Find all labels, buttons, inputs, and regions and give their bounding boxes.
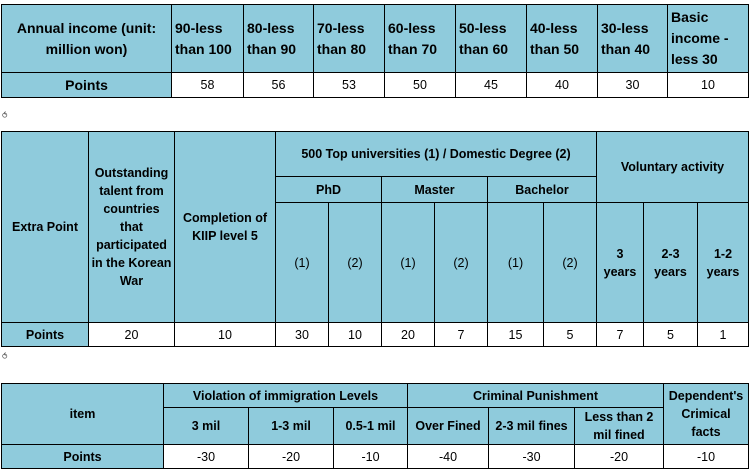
points-value: 10 xyxy=(328,322,382,347)
points-value: 20 xyxy=(88,322,175,347)
income-range: 70-less than 80 xyxy=(313,4,385,73)
points-value: -40 xyxy=(407,444,489,469)
criminal-level: Over Fined xyxy=(407,407,489,445)
universities-header: 500 Top universities (1) / Domestic Degr… xyxy=(275,131,597,177)
points-value: -20 xyxy=(574,444,664,469)
points-value: 50 xyxy=(384,72,456,98)
years-header: 3 years xyxy=(596,202,644,323)
income-range: 90-less than 100 xyxy=(171,4,244,73)
criminal-level: 2-3 mil fines xyxy=(488,407,575,445)
voluntary-header: Voluntary activity xyxy=(596,131,749,203)
points-value: -10 xyxy=(333,444,408,469)
years-header: 2-3 years xyxy=(643,202,698,323)
points-value: 15 xyxy=(487,322,544,347)
extra-points-table: Extra Point Outstanding talent from coun… xyxy=(1,131,749,347)
master-header: Master xyxy=(381,176,488,203)
degree-sub-header: (2) xyxy=(328,202,382,323)
points-value: 53 xyxy=(313,72,385,98)
points-value: 40 xyxy=(526,72,598,98)
degree-sub-header: (1) xyxy=(487,202,544,323)
points-value: -20 xyxy=(248,444,334,469)
immigration-level: 3 mil xyxy=(163,407,249,445)
criminal-level: Less than 2 mil fined xyxy=(574,407,664,445)
phd-header: PhD xyxy=(275,176,382,203)
points-value: 5 xyxy=(643,322,698,347)
income-range: 50-less than 60 xyxy=(455,4,527,73)
points-label: Points xyxy=(1,72,172,98)
points-value: 7 xyxy=(434,322,488,347)
points-value: -30 xyxy=(488,444,575,469)
kiip-header: Completion of KIIP level 5 xyxy=(174,131,276,323)
points-value: 5 xyxy=(543,322,597,347)
points-value: 20 xyxy=(381,322,435,347)
degree-sub-header: (2) xyxy=(434,202,488,323)
years-header: 1-2 years xyxy=(697,202,749,323)
degree-sub-header: (1) xyxy=(275,202,329,323)
points-value: -10 xyxy=(663,444,749,469)
points-value: 10 xyxy=(174,322,276,347)
immigration-level: 1-3 mil xyxy=(248,407,334,445)
points-value: 30 xyxy=(275,322,329,347)
points-value: 7 xyxy=(596,322,644,347)
dependent-header: Dependent's Crimical facts xyxy=(663,383,749,445)
annual-income-header: Annual income (unit: million won) xyxy=(1,4,172,73)
paragraph-mark: ⥀ xyxy=(2,111,8,120)
points-value: 1 xyxy=(697,322,749,347)
income-range: 80-less than 90 xyxy=(243,4,314,73)
income-range: Basic income - less 30 xyxy=(667,4,749,73)
points-value: 30 xyxy=(597,72,668,98)
points-label: Points xyxy=(1,322,89,347)
income-range: 60-less than 70 xyxy=(384,4,456,73)
points-value: 56 xyxy=(243,72,314,98)
degree-sub-header: (2) xyxy=(543,202,597,323)
immigration-level: 0.5-1 mil xyxy=(333,407,408,445)
extra-point-label: Extra Point xyxy=(1,131,89,323)
income-range: 40-less than 50 xyxy=(526,4,598,73)
violation-points-table: item Violation of immigration Levels Cri… xyxy=(1,383,749,469)
bachelor-header: Bachelor xyxy=(487,176,597,203)
income-range: 30-less than 40 xyxy=(597,4,668,73)
paragraph-mark: ⥀ xyxy=(2,352,8,361)
korean-war-header: Outstanding talent from countries that p… xyxy=(88,131,175,323)
points-value: 58 xyxy=(171,72,244,98)
degree-sub-header: (1) xyxy=(381,202,435,323)
points-value: 45 xyxy=(455,72,527,98)
points-value: 10 xyxy=(667,72,749,98)
income-points-table: Annual income (unit: million won) 90-les… xyxy=(1,4,749,98)
item-label: item xyxy=(1,383,164,445)
immigration-header: Violation of immigration Levels xyxy=(163,383,408,408)
points-label: Points xyxy=(1,444,164,469)
criminal-header: Criminal Punishment xyxy=(407,383,664,408)
points-value: -30 xyxy=(163,444,249,469)
